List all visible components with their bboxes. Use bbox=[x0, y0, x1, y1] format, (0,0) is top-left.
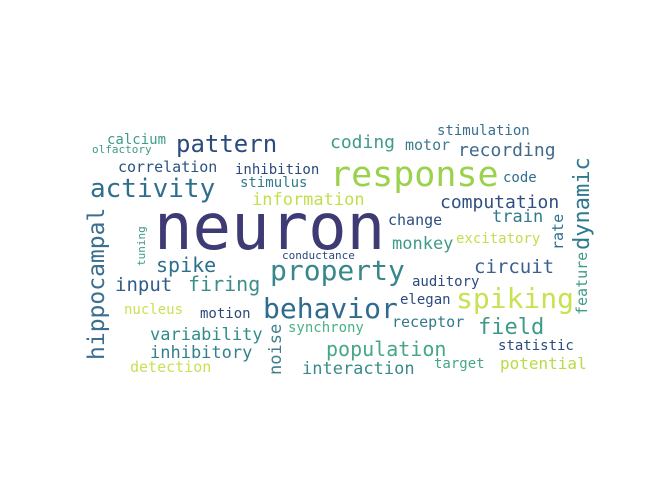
word-noise: noise bbox=[266, 323, 286, 375]
word-feature: feature bbox=[573, 251, 591, 315]
word-interaction: interaction bbox=[302, 359, 415, 379]
word-pattern: pattern bbox=[176, 130, 278, 158]
word-receptor: receptor bbox=[392, 313, 465, 331]
word-spike: spike bbox=[156, 253, 217, 277]
word-nucleus: nucleus bbox=[124, 302, 184, 318]
word-firing: firing bbox=[188, 272, 261, 296]
word-inhibitory: inhibitory bbox=[150, 343, 253, 363]
word-field: field bbox=[478, 315, 545, 340]
word-recording: recording bbox=[458, 140, 556, 161]
word-motor: motor bbox=[405, 136, 451, 154]
word-target: target bbox=[434, 356, 485, 372]
word-response: response bbox=[330, 155, 499, 195]
word-train: train bbox=[492, 207, 544, 227]
word-inhibition: inhibition bbox=[235, 162, 320, 178]
word-auditory: auditory bbox=[412, 274, 480, 290]
word-potential: potential bbox=[500, 354, 587, 373]
word-information: information bbox=[252, 190, 365, 210]
word-change: change bbox=[388, 211, 443, 229]
word-statistic: statistic bbox=[498, 338, 574, 354]
word-stimulus: stimulus bbox=[240, 175, 308, 191]
word-circuit: circuit bbox=[474, 256, 555, 278]
word-computation: computation bbox=[440, 192, 560, 213]
word-code: code bbox=[503, 170, 537, 186]
word-hippocampal: hippocampal bbox=[84, 207, 110, 360]
word-spiking: spiking bbox=[456, 282, 575, 315]
word-conductance: conductance bbox=[282, 249, 355, 262]
word-excitatory: excitatory bbox=[456, 231, 541, 247]
word-variability: variability bbox=[150, 325, 263, 345]
word-population: population bbox=[326, 337, 447, 361]
word-olfactory: olfactory bbox=[92, 143, 152, 156]
word-detection: detection bbox=[130, 358, 212, 376]
word-tuning: tuning bbox=[135, 226, 148, 266]
word-neuron: neuron bbox=[154, 191, 386, 265]
word-input: input bbox=[115, 274, 173, 296]
word-dynamic: dynamic bbox=[570, 157, 595, 250]
word-property: property bbox=[270, 254, 405, 287]
word-motion: motion bbox=[200, 306, 251, 322]
word-rate: rate bbox=[549, 213, 567, 250]
word-behavior: behavior bbox=[263, 292, 398, 325]
word-correlation: correlation bbox=[118, 158, 218, 176]
word-stimulation: stimulation bbox=[437, 123, 530, 139]
word-activity: activity bbox=[90, 174, 216, 204]
word-monkey: monkey bbox=[392, 234, 454, 254]
word-elegan: elegan bbox=[400, 292, 451, 308]
word-synchrony: synchrony bbox=[288, 320, 364, 336]
word-calcium: calcium bbox=[107, 132, 167, 148]
word-coding: coding bbox=[330, 132, 396, 153]
